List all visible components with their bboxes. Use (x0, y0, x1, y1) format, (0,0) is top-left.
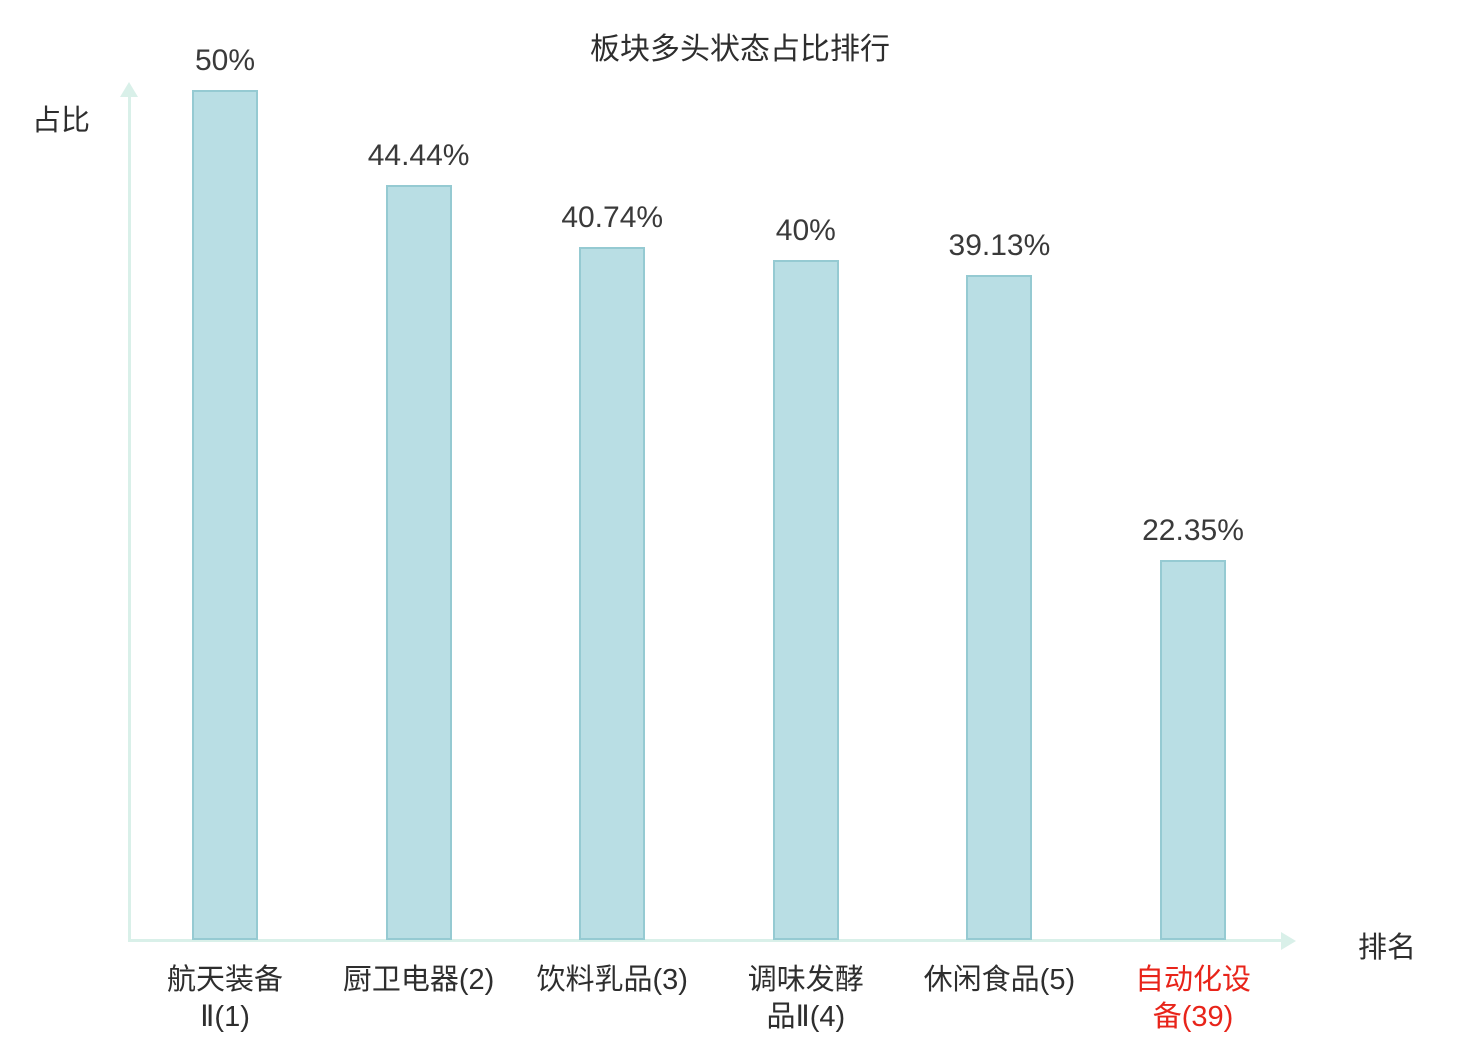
bar-category-label: 休闲食品(5) (923, 964, 1076, 996)
bar (385, 184, 452, 940)
bar (1160, 560, 1226, 940)
bar-value-label: 40.74% (561, 201, 664, 235)
y-axis-arrow-icon (120, 82, 138, 97)
y-axis-label: 占比 (32, 105, 91, 137)
bar-value-label: 39.13% (948, 228, 1051, 262)
bar-category-label: 自动化设 备(39) (1134, 964, 1251, 1033)
bar-value-label: 50% (194, 44, 256, 77)
bar-value-label: 44.44% (367, 138, 470, 172)
bar (966, 274, 1033, 940)
bar-category-label: 饮料乳品(3) (536, 964, 688, 996)
bar-category-label: 厨卫电器(2) (342, 964, 495, 996)
bar-category-label: 调味发酵 品Ⅱ(4) (747, 964, 864, 1033)
x-axis-label: 排名 (1358, 932, 1417, 964)
bar-value-label: 22.35% (1142, 514, 1244, 548)
bar (579, 247, 646, 940)
bar-category-label: 航天装备 Ⅱ(1) (166, 964, 283, 1033)
bar-value-label: 40% (775, 214, 836, 247)
x-axis (128, 939, 1282, 942)
bar (192, 90, 258, 940)
x-axis-arrow-icon (1281, 932, 1296, 950)
bar (772, 260, 839, 940)
y-axis (128, 94, 131, 942)
chart-title: 板块多头状态占比排行 (590, 33, 890, 66)
